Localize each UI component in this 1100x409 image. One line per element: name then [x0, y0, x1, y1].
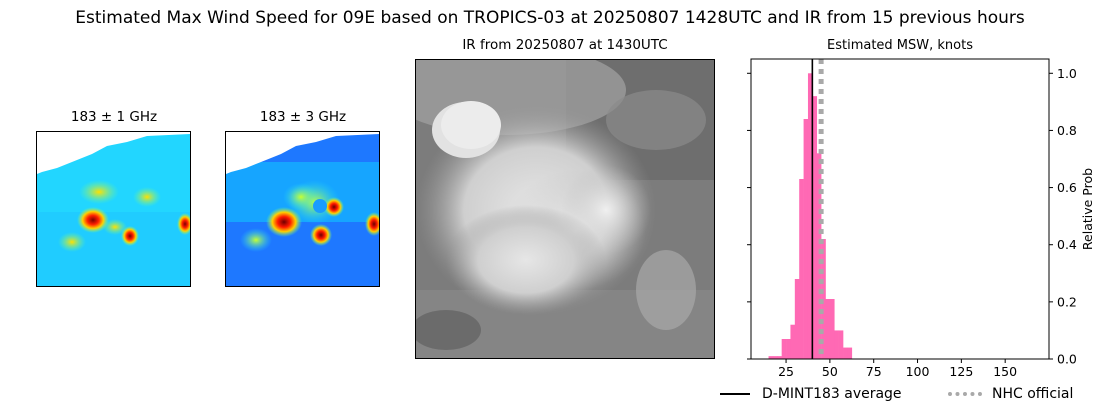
x-tick-label: 125 — [949, 364, 973, 379]
legend-item-nhc: NHC official — [948, 386, 1073, 402]
plot-frame — [750, 58, 1050, 360]
chart-title: Estimated MSW, knots — [827, 38, 973, 53]
x-tick-label: 150 — [993, 364, 1017, 379]
x-tick-label: 75 — [866, 364, 882, 379]
histogram-bar — [799, 179, 804, 359]
y-axis-ticks: 0.0 0.2 0.4 0.6 0.8 1.0 — [747, 66, 1077, 367]
legend-label-nhc: NHC official — [992, 386, 1074, 402]
y-tick-label: 1.0 — [1057, 66, 1077, 81]
histogram-bar — [816, 153, 822, 359]
histogram-bar — [790, 324, 796, 359]
histogram-bar — [794, 279, 800, 359]
histogram-bar — [768, 356, 774, 359]
histogram-bar — [825, 299, 831, 359]
y-tick-label: 0.8 — [1057, 123, 1077, 138]
microwave-183-3ghz-image — [225, 131, 380, 287]
figure-title: Estimated Max Wind Speed for 09E based o… — [75, 8, 1025, 28]
solid-line-icon — [720, 393, 750, 395]
histogram-bar — [843, 347, 848, 359]
histogram-bar — [829, 299, 835, 359]
x-tick-label: 25 — [778, 364, 794, 379]
y-axis-label: Relative Prob — [1080, 168, 1095, 250]
x-axis-ticks: 25 50 75 100 125 150 — [778, 359, 1017, 379]
histogram-bar — [786, 339, 791, 359]
msw-histogram-chart: 25 50 75 100 125 150 0.0 0.2 0.4 0.6 0.8 1.0 Relat… — [747, 58, 1095, 379]
microwave-183-1ghz-image — [36, 131, 191, 287]
y-tick-label: 0.6 — [1057, 180, 1077, 195]
ir-satellite-image — [415, 59, 715, 359]
mw1-panel-title: 183 ± 1 GHz — [70, 109, 158, 125]
microwave-brightness-temperature-image — [226, 132, 379, 286]
x-tick-label: 100 — [906, 364, 930, 379]
y-tick-label: 0.4 — [1057, 237, 1077, 252]
reference-lines — [811, 59, 824, 359]
histogram-bar — [803, 119, 809, 359]
histogram-bars — [768, 73, 853, 360]
histogram-bar — [772, 356, 778, 359]
y-tick-label: 0.0 — [1057, 352, 1077, 367]
legend-label-average: D-MINT183 average — [762, 386, 902, 402]
histogram-bar — [847, 347, 853, 359]
histogram-bar — [812, 96, 818, 359]
mw2-panel-title: 183 ± 3 GHz — [259, 109, 347, 125]
histogram-bar — [781, 339, 787, 359]
y-tick-label: 0.2 — [1057, 294, 1077, 309]
histogram-bar — [834, 330, 839, 359]
histogram-bar — [777, 356, 782, 359]
histogram-bar — [807, 73, 813, 360]
microwave-brightness-temperature-image — [37, 132, 190, 286]
dotted-line-icon — [948, 392, 982, 396]
infrared-satellite-image — [416, 60, 714, 358]
ir-panel-title: IR from 20250807 at 1430UTC — [462, 37, 668, 53]
legend-item-average: D-MINT183 average — [720, 386, 902, 402]
x-tick-label: 50 — [822, 364, 838, 379]
histogram-bar — [838, 330, 844, 359]
